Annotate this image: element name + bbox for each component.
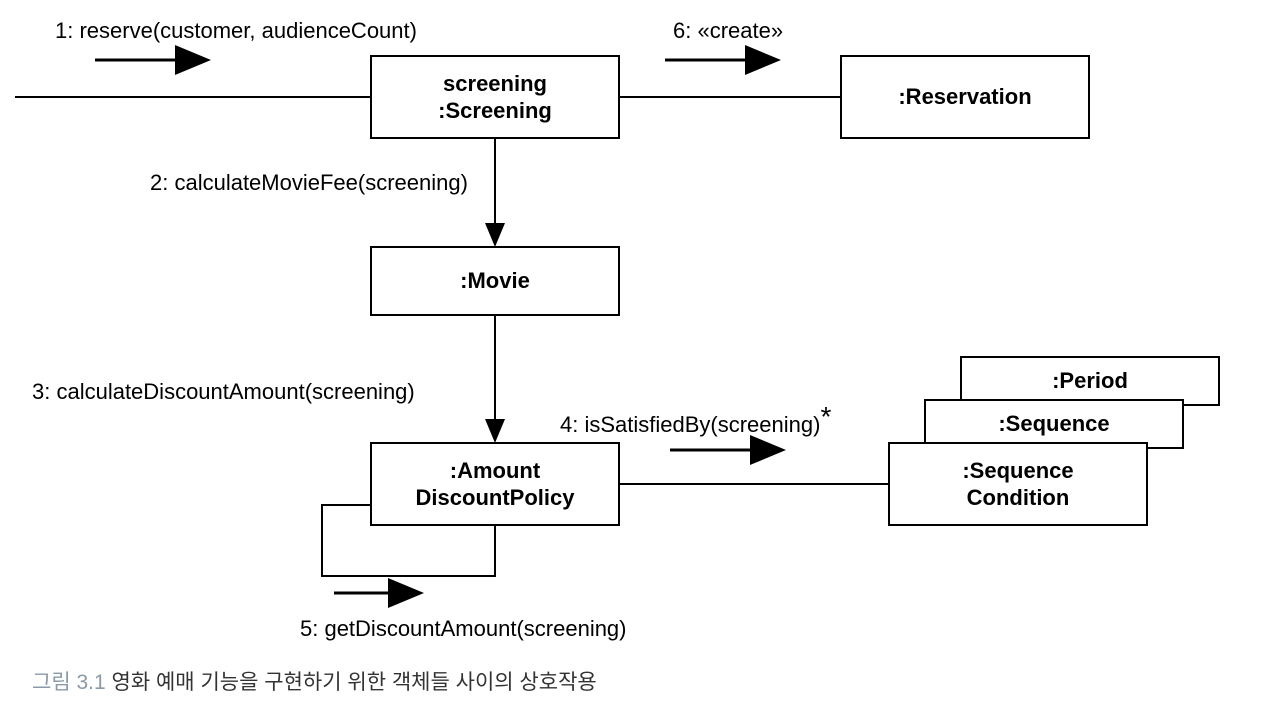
msg-6-label: 6: «create»	[673, 18, 783, 44]
msg-1-label: 1: reserve(customer, audienceCount)	[55, 18, 417, 44]
reservation-line1: :Reservation	[898, 83, 1031, 111]
seqcond-line2: Condition	[967, 484, 1070, 512]
sequence-label: :Sequence	[998, 410, 1109, 438]
msg-4-text: 4: isSatisfiedBy(screening)	[560, 412, 820, 437]
caption-text: 영화 예매 기능을 구현하기 위한 객체들 사이의 상호작용	[112, 671, 597, 694]
movie-box: :Movie	[370, 246, 620, 316]
movie-line1: :Movie	[460, 267, 530, 295]
amount-discount-policy-box: :Amount DiscountPolicy	[370, 442, 620, 526]
reservation-box: :Reservation	[840, 55, 1090, 139]
figure-caption: 그림 3.1 영화 예매 기능을 구현하기 위한 객체들 사이의 상호작용	[32, 666, 597, 696]
msg-5-label: 5: getDiscountAmount(screening)	[300, 616, 627, 642]
screening-line1: screening	[443, 70, 547, 98]
msg-4-label: 4: isSatisfiedBy(screening)*	[560, 407, 831, 439]
caption-prefix: 그림 3.1	[32, 671, 106, 694]
msg-4-star: *	[820, 401, 831, 432]
sequence-condition-box: :Sequence Condition	[888, 442, 1148, 526]
msg-3-label: 3: calculateDiscountAmount(screening)	[32, 379, 415, 405]
seqcond-line1: :Sequence	[962, 457, 1073, 485]
amount-line2: DiscountPolicy	[416, 484, 575, 512]
screening-line2: :Screening	[438, 97, 552, 125]
screening-box: screening :Screening	[370, 55, 620, 139]
period-label: :Period	[1052, 367, 1128, 395]
msg-2-label: 2: calculateMovieFee(screening)	[150, 170, 468, 196]
amount-line1: :Amount	[450, 457, 540, 485]
